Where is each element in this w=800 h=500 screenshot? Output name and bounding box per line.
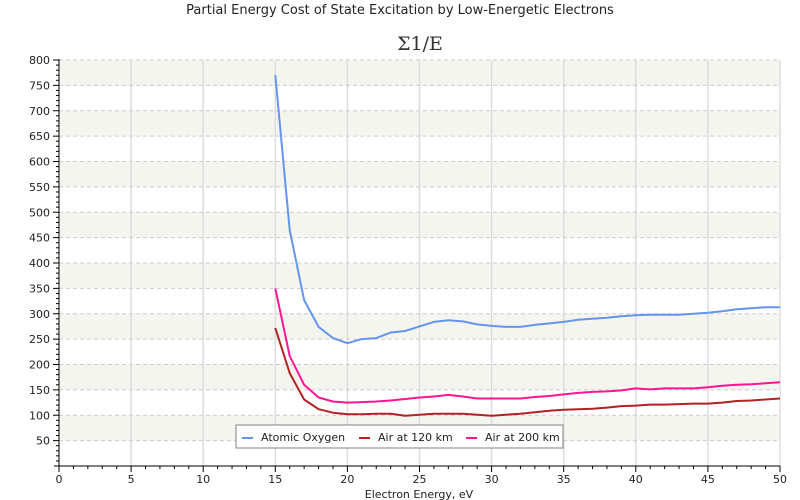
y-tick-label: 200 [29,359,50,372]
x-tick-labels: 0 5 10 15 20 25 30 35 40 45 50 [56,473,788,486]
y-tick-label: 550 [29,181,50,194]
x-tick-label: 45 [701,473,715,486]
y-tick-label: 500 [29,206,50,219]
y-tick-label: 450 [29,232,50,245]
axes [53,59,781,472]
series-line-atomic-oxygen [274,75,780,345]
y-tick-label: 50 [36,435,50,448]
x-tick-label: 50 [773,473,787,486]
y-tick-label: 650 [29,130,50,143]
y-tick-label: 300 [29,308,50,321]
legend-label: Atomic Oxygen [261,431,345,444]
y-tick-label: 600 [29,156,50,169]
y-tick-label: 100 [29,409,50,422]
y-tick-label: 800 [29,54,50,67]
legend-label: Air at 200 km [485,431,560,444]
x-tick-label: 20 [340,473,354,486]
y-tick-label: 700 [29,105,50,118]
y-tick-label: 400 [29,257,50,270]
legend-box [235,424,564,449]
x-tick-label: 15 [268,473,282,486]
legend-item: Air at 120 km [359,431,453,444]
series-line-air-at-200-km [274,288,781,404]
y-tick-label: 250 [29,333,50,346]
chart-title: Partial Energy Cost of State Excitation … [186,3,614,18]
x-tick-label: 25 [413,473,427,486]
legend-item: Atomic Oxygen [242,431,345,444]
x-tick-label: 30 [485,473,499,486]
y-tick-label: 150 [29,384,50,397]
x-tick-label: 0 [56,473,63,486]
series-lines [274,75,781,417]
x-tick-label: 40 [629,473,643,486]
y-tick-label: 750 [29,79,50,92]
x-tick-label: 10 [196,473,210,486]
legend: Atomic Oxygen Air at 120 km Air at 200 km [235,424,564,449]
x-axis-title: Electron Energy, eV [365,488,474,500]
x-tick-label: 5 [128,473,135,486]
series-line-air-at-120-km [274,327,781,417]
y-tick-labels: 50 100 150 200 250 300 350 400 450 500 550 600 650 70… [29,54,50,448]
y-tick-label: 350 [29,282,50,295]
chart-subtitle: Σ1/E [397,33,443,55]
legend-label: Air at 120 km [378,431,453,444]
legend-item: Air at 200 km [466,431,560,444]
x-tick-label: 35 [557,473,571,486]
